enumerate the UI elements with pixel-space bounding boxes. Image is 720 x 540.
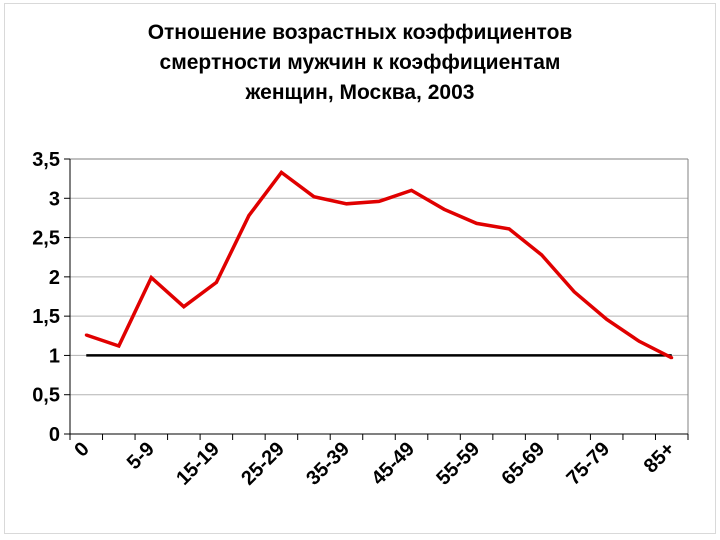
data-point bbox=[247, 214, 251, 218]
x-tick-label: 55-59 bbox=[432, 438, 484, 490]
chart-title-line-1: Отношение возрастных коэффициентов bbox=[147, 21, 573, 44]
data-point bbox=[182, 305, 186, 309]
chart-frame bbox=[4, 3, 716, 534]
chart-title: Отношение возрастных коэффициентов смерт… bbox=[100, 18, 620, 108]
y-tick-label: 1 bbox=[49, 345, 60, 367]
data-point bbox=[377, 199, 381, 203]
data-point bbox=[214, 280, 218, 284]
data-point bbox=[312, 195, 316, 199]
x-tick-label: 25-29 bbox=[237, 438, 289, 490]
data-point bbox=[540, 253, 544, 257]
y-tick-label: 2,5 bbox=[32, 228, 60, 250]
data-point bbox=[410, 188, 414, 192]
data-point bbox=[149, 276, 153, 280]
x-tick-label: 5-9 bbox=[123, 438, 159, 474]
y-tick-label: 0,5 bbox=[32, 385, 60, 407]
y-tick-label: 1,5 bbox=[32, 306, 60, 328]
data-point bbox=[117, 344, 121, 348]
data-point bbox=[442, 207, 446, 211]
data-point bbox=[507, 227, 511, 231]
x-tick-label: 65-69 bbox=[497, 438, 549, 490]
x-tick-label: 45-49 bbox=[367, 438, 419, 490]
data-point bbox=[670, 356, 674, 360]
x-tick-label: 85+ bbox=[640, 438, 680, 478]
x-tick-label: 75-79 bbox=[562, 438, 614, 490]
chart-title-line-3: женщин, Москва, 2003 bbox=[245, 81, 475, 104]
chart-title-line-2: смертности мужчин к коэффициентам bbox=[159, 51, 561, 74]
y-tick-label: 0 bbox=[49, 424, 60, 446]
data-point bbox=[344, 202, 348, 206]
y-tick-label: 3 bbox=[49, 188, 60, 210]
data-point bbox=[84, 333, 88, 337]
data-point bbox=[605, 317, 609, 321]
y-tick-label: 3,5 bbox=[32, 149, 60, 171]
x-tick-label: 35-39 bbox=[302, 438, 354, 490]
data-point bbox=[572, 290, 576, 294]
x-tick-label: 0 bbox=[70, 438, 93, 461]
data-point bbox=[475, 221, 479, 225]
x-tick-label: 15-19 bbox=[172, 438, 224, 490]
y-tick-label: 2 bbox=[49, 267, 60, 289]
data-point bbox=[637, 339, 641, 343]
data-point bbox=[279, 170, 283, 174]
